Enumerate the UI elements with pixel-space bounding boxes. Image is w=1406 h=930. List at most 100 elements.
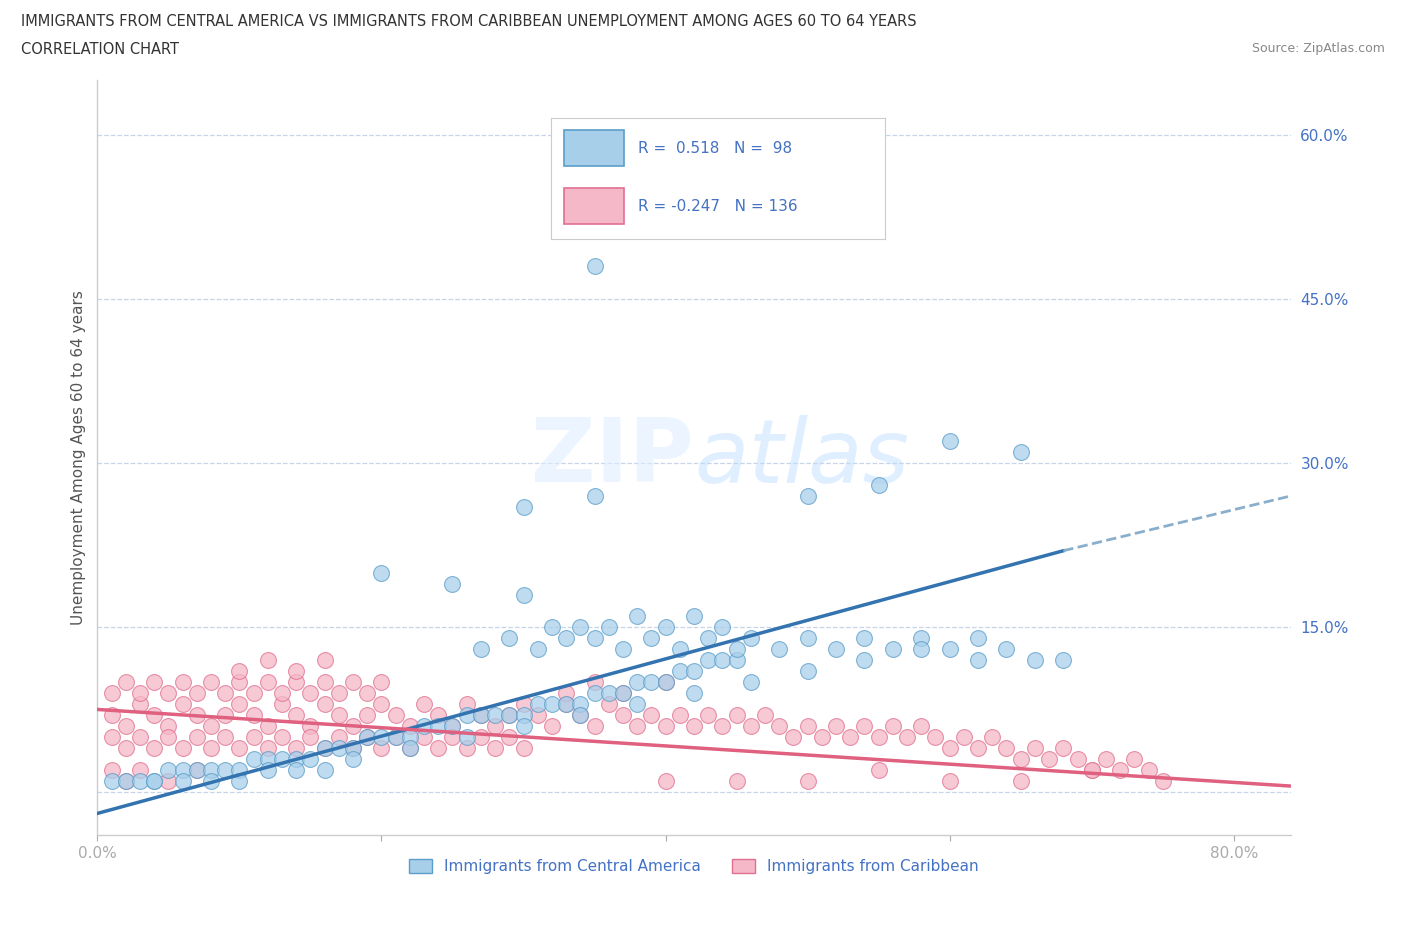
Point (825, 718, 848, 733)
Point (654, 718, 676, 733)
Point (100, 773, 122, 788)
Point (1080, 763, 1102, 777)
Point (356, 729, 378, 744)
Point (427, 740, 450, 755)
Point (271, 729, 294, 744)
Point (583, 674, 606, 689)
Point (342, 751, 364, 766)
Point (143, 708, 166, 723)
Point (299, 685, 322, 700)
Point (683, 718, 706, 733)
Point (114, 674, 136, 689)
Point (782, 729, 804, 744)
Point (143, 773, 166, 788)
Point (100, 763, 122, 777)
Point (697, 631, 720, 645)
Point (314, 740, 336, 755)
Point (328, 708, 350, 723)
Point (853, 631, 876, 645)
Point (399, 740, 422, 755)
Point (825, 642, 848, 657)
Point (285, 664, 308, 679)
Point (626, 674, 648, 689)
Point (811, 729, 834, 744)
Point (953, 729, 976, 744)
Point (200, 674, 222, 689)
Point (186, 685, 208, 700)
Point (640, 674, 662, 689)
Point (512, 708, 534, 723)
Point (271, 751, 294, 766)
Point (129, 697, 152, 711)
Point (498, 729, 520, 744)
Point (725, 653, 748, 668)
Point (356, 685, 378, 700)
Point (484, 718, 506, 733)
Point (740, 674, 762, 689)
Point (129, 685, 152, 700)
Point (299, 751, 322, 766)
Point (413, 729, 436, 744)
Point (328, 685, 350, 700)
Point (242, 729, 264, 744)
Point (172, 763, 194, 777)
Point (271, 697, 294, 711)
Point (399, 729, 422, 744)
Point (1095, 751, 1118, 766)
Point (256, 718, 278, 733)
Point (299, 729, 322, 744)
Point (967, 653, 990, 668)
Text: Source: ZipAtlas.com: Source: ZipAtlas.com (1251, 42, 1385, 55)
Point (427, 718, 450, 733)
Point (328, 729, 350, 744)
Point (157, 718, 180, 733)
Point (725, 773, 748, 788)
Point (228, 773, 250, 788)
Text: CORRELATION CHART: CORRELATION CHART (21, 42, 179, 57)
Point (924, 729, 946, 744)
Point (1010, 773, 1032, 788)
Point (583, 259, 606, 273)
Point (186, 763, 208, 777)
Point (512, 697, 534, 711)
Point (384, 729, 406, 744)
Point (256, 674, 278, 689)
Point (882, 642, 904, 657)
Point (697, 653, 720, 668)
Point (612, 215, 634, 230)
Point (456, 729, 478, 744)
Point (967, 631, 990, 645)
Point (143, 674, 166, 689)
Point (598, 685, 620, 700)
Point (868, 729, 890, 744)
Point (256, 763, 278, 777)
Point (853, 653, 876, 668)
Point (612, 708, 634, 723)
Point (129, 763, 152, 777)
Point (796, 631, 818, 645)
Point (555, 685, 578, 700)
Point (314, 763, 336, 777)
Point (214, 729, 236, 744)
Point (1052, 740, 1074, 755)
Point (256, 751, 278, 766)
Point (370, 697, 392, 711)
Point (256, 740, 278, 755)
Point (526, 642, 548, 657)
Point (456, 740, 478, 755)
Text: ZIP: ZIP (531, 414, 695, 501)
Point (626, 609, 648, 624)
Point (541, 697, 564, 711)
Point (555, 697, 578, 711)
Point (228, 674, 250, 689)
Point (654, 674, 676, 689)
Point (384, 708, 406, 723)
Point (172, 697, 194, 711)
Point (839, 729, 862, 744)
Point (1123, 751, 1146, 766)
Point (328, 740, 350, 755)
Point (725, 642, 748, 657)
Point (370, 729, 392, 744)
Point (583, 488, 606, 503)
Point (896, 729, 918, 744)
